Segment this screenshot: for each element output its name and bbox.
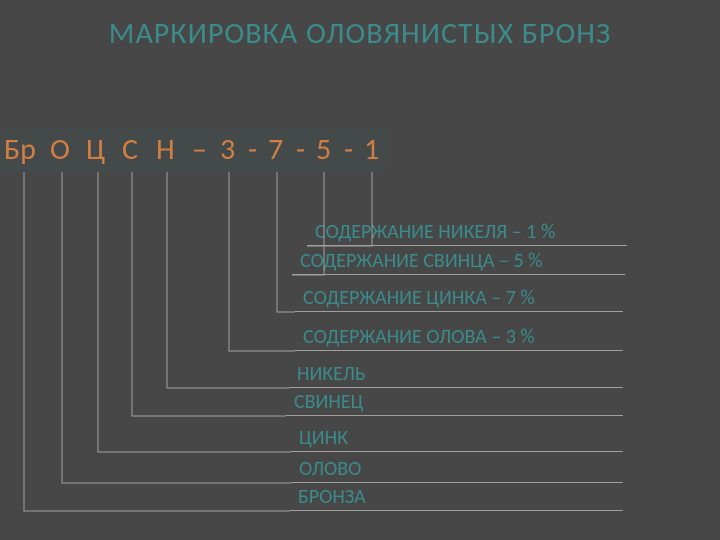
code-char-1: О	[50, 131, 70, 169]
connector-5	[132, 172, 286, 416]
label-text-4: НИКЕЛЬ	[289, 360, 623, 386]
label-underline-3	[295, 350, 623, 351]
label-underline-1	[292, 274, 625, 275]
code-char-10: 5	[316, 131, 331, 169]
code-char-12: 1	[364, 131, 379, 169]
label-underline-6	[291, 451, 623, 452]
code-char-11: -	[344, 131, 353, 169]
connector-7	[62, 172, 291, 483]
code-char-7: -	[248, 131, 257, 169]
label-underline-5	[286, 415, 623, 416]
code-char-9: -	[296, 131, 305, 169]
label-underline-2	[295, 311, 623, 312]
code-band-inner: БрОЦСН–3-7-5-1	[0, 128, 386, 172]
code-char-6: 3	[220, 131, 235, 169]
code-char-8: 7	[268, 131, 283, 169]
connector-8	[24, 172, 290, 511]
label-box-3: СОДЕРЖАНИЕ ОЛОВА – 3 %	[295, 323, 623, 351]
label-text-7: ОЛОВО	[291, 455, 623, 481]
slide-title: МАРКИРОВКА ОЛОВЯНИСТЫХ БРОНЗ	[0, 15, 720, 53]
label-box-6: ЦИНК	[291, 424, 623, 452]
label-box-2: СОДЕРЖАНИЕ ЦИНКА – 7 %	[295, 284, 623, 312]
label-text-1: СОДЕРЖАНИЕ СВИНЦА – 5 %	[292, 247, 625, 273]
connector-4	[167, 172, 289, 388]
label-box-1: СОДЕРЖАНИЕ СВИНЦА – 5 %	[292, 247, 625, 275]
code-char-2: Ц	[86, 131, 105, 169]
code-char-4: Н	[156, 131, 175, 169]
label-text-0: СОДЕРЖАНИЕ НИКЕЛЯ – 1 %	[307, 218, 627, 244]
label-text-5: СВИНЕЦ	[286, 388, 623, 414]
label-box-4: НИКЕЛЬ	[289, 360, 623, 388]
label-text-2: СОДЕРЖАНИЕ ЦИНКА – 7 %	[295, 284, 623, 310]
label-text-8: БРОНЗА	[290, 483, 623, 509]
label-underline-8	[290, 510, 623, 511]
label-text-3: СОДЕРЖАНИЕ ОЛОВА – 3 %	[295, 323, 623, 349]
label-box-8: БРОНЗА	[290, 483, 623, 511]
label-underline-0	[307, 245, 627, 246]
connector-2	[277, 172, 295, 312]
connector-3	[229, 172, 295, 351]
connector-6	[98, 172, 291, 452]
label-text-6: ЦИНК	[291, 424, 623, 450]
label-box-0: СОДЕРЖАНИЕ НИКЕЛЯ – 1 %	[307, 218, 627, 246]
code-char-3: С	[122, 131, 138, 169]
code-char-0: Бр	[4, 131, 36, 169]
code-char-5: –	[192, 131, 207, 169]
label-box-5: СВИНЕЦ	[286, 388, 623, 416]
code-band: БрОЦСН–3-7-5-1	[0, 128, 386, 172]
label-box-7: ОЛОВО	[291, 455, 623, 483]
